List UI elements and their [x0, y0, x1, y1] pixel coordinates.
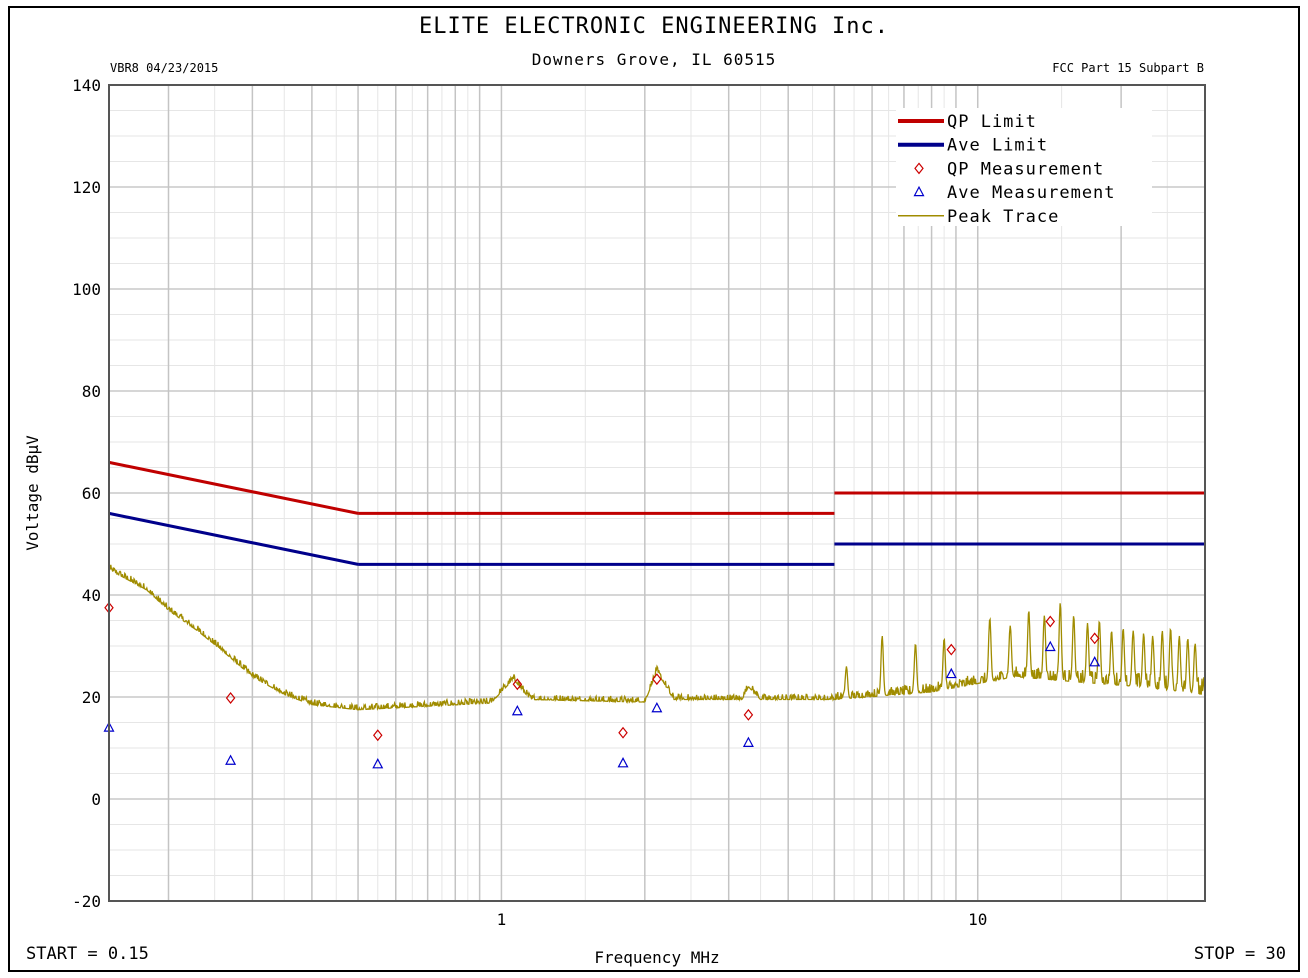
minor-grid — [108, 85, 1205, 901]
ave-measurement-point — [511, 704, 523, 716]
chart-title: ELITE ELECTRONIC ENGINEERING Inc. — [418, 14, 890, 39]
ave-measurement-point — [651, 701, 663, 713]
standard-label: FCC Part 15 Subpart B — [1052, 61, 1204, 75]
chart-frame — [8, 6, 1300, 972]
chart-subtitle: Downers Grove, IL 60515 — [531, 50, 777, 69]
test-id-label: VBR8 04/23/2015 — [110, 61, 219, 75]
qp-measurement-point — [1089, 632, 1100, 645]
ave-limit-segment — [108, 511, 359, 566]
stop-frequency-label: STOP = 30 — [1193, 944, 1286, 964]
qp-measurement-point — [743, 708, 754, 721]
y-tick-label: 80 — [82, 382, 101, 401]
ave-measurement-point — [617, 757, 629, 768]
y-tick-label: 40 — [82, 586, 101, 605]
y-tick-label: 100 — [72, 280, 101, 299]
ave-measurement-point — [1089, 656, 1101, 667]
start-frequency-label: START = 0.15 — [26, 944, 149, 964]
legend-background — [896, 108, 1152, 226]
qp-measurement-point — [1045, 615, 1056, 628]
y-tick-label: 120 — [72, 178, 101, 197]
ave-measurement-point — [945, 667, 957, 679]
qp-measurement-point — [225, 692, 236, 704]
x-tick-label: 1 — [497, 910, 507, 929]
x-axis-title: Frequency MHz — [594, 948, 719, 967]
legend-ave-measurement-label: Ave Measurement — [947, 183, 1116, 203]
legend-qp-measurement-label: QP Measurement — [947, 159, 1104, 179]
x-tick-label: 10 — [968, 910, 987, 929]
legend-qp-limit-label: QP Limit — [947, 112, 1037, 132]
legend-ave-measurement-swatch — [913, 185, 925, 197]
series-layer — [103, 460, 1206, 769]
peak-trace-line — [108, 564, 1206, 711]
qp-measurement-point — [946, 643, 957, 656]
y-axis-title: Voltage dBµV — [23, 435, 42, 551]
ave-measurement-point — [372, 758, 384, 769]
qp-measurement-point — [372, 729, 383, 742]
y-tick-label: 140 — [72, 76, 101, 95]
legend: QP Limit Ave Limit QP Measurement Ave Measu… — [896, 108, 1152, 227]
qp-measurement-point — [652, 673, 662, 686]
ave-measurement-point — [742, 736, 754, 747]
plot-border — [108, 84, 1206, 902]
ave-measurement-point — [225, 754, 237, 765]
legend-peak-trace-label: Peak Trace — [947, 207, 1059, 227]
y-tick-label: 0 — [91, 790, 101, 809]
y-axis-ticks: -20 0 20 40 60 80 100 120 140 — [72, 76, 101, 911]
ave-measurement-point — [1044, 640, 1056, 652]
y-tick-label: 20 — [82, 688, 101, 707]
legend-ave-limit-label: Ave Limit — [947, 136, 1048, 156]
y-tick-label: 60 — [82, 484, 101, 503]
x-axis-ticks: 1 10 — [497, 910, 988, 929]
qp-measurement-point — [512, 678, 523, 691]
y-tick-label: -20 — [72, 892, 101, 911]
qp-limit-segment — [108, 460, 359, 515]
qp-measurement-point — [618, 726, 628, 739]
legend-qp-measurement-swatch — [914, 162, 924, 175]
